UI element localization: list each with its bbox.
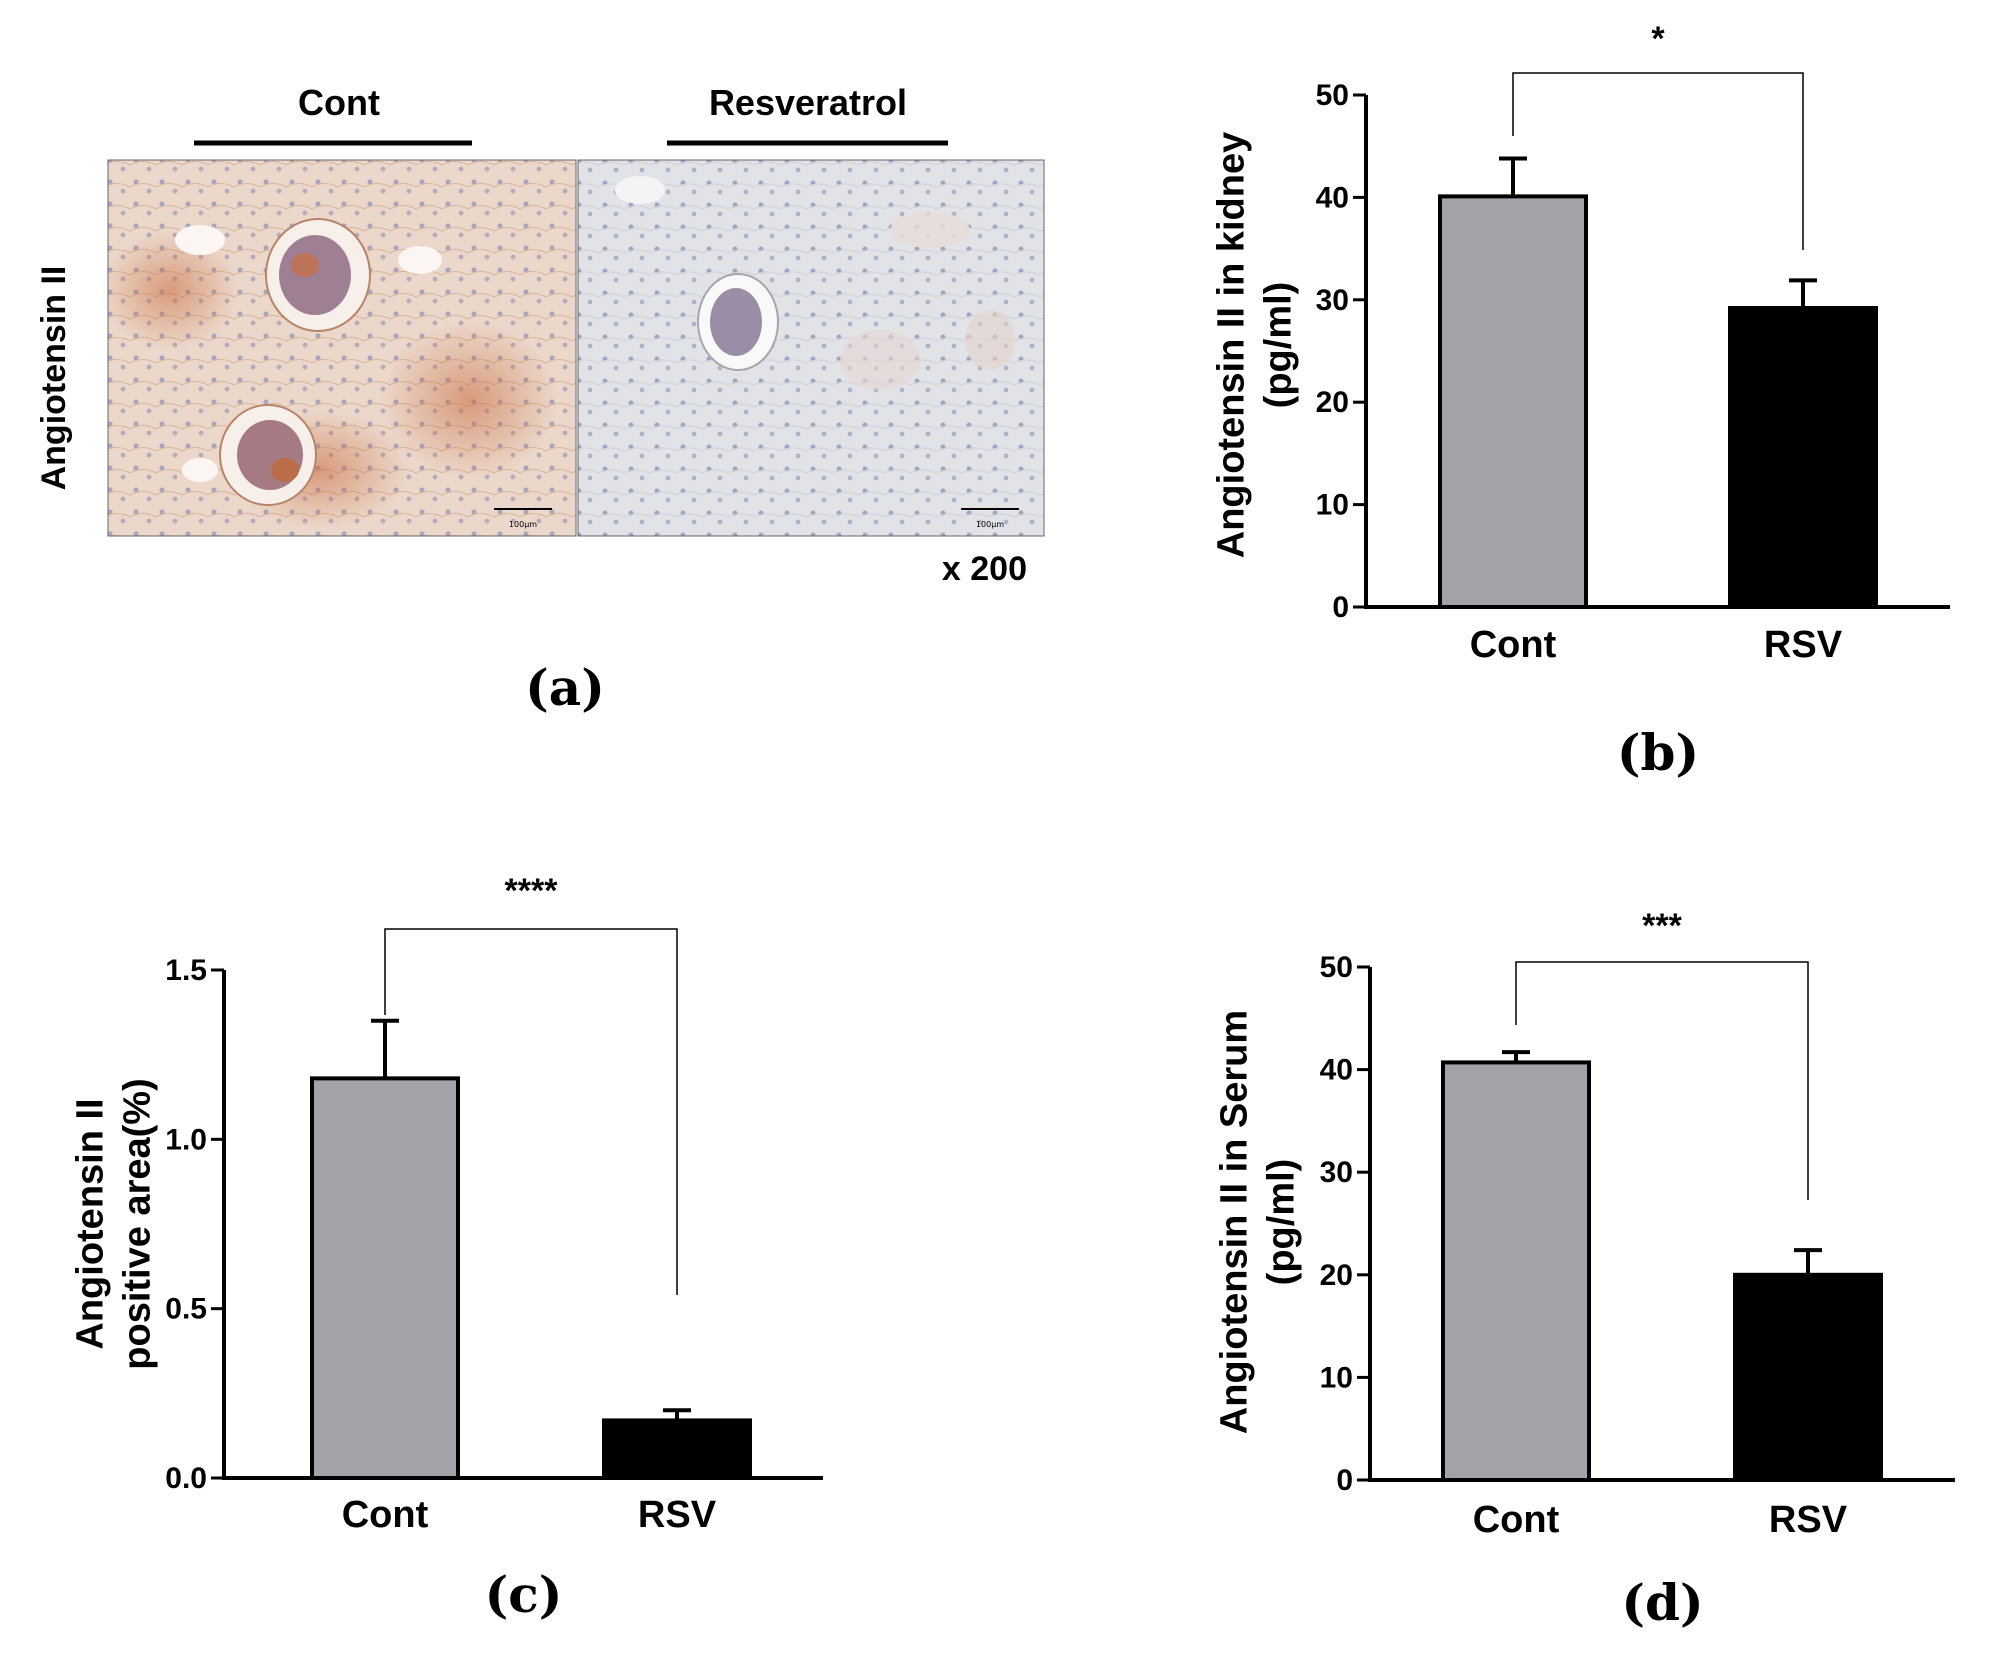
group-label-cont: Cont: [298, 82, 380, 123]
significance-stars: *: [1651, 20, 1665, 58]
panel-c-chart: Cont RSV 0.0 0.5 1.0 1.5 **** Angiotensin II pos…: [70, 872, 823, 1624]
y-tick-label: 40: [1316, 181, 1349, 214]
x-tick-label-rsv: RSV: [638, 1494, 717, 1536]
bar-cont: [1438, 194, 1588, 609]
panel-label-c: (c): [485, 1565, 563, 1624]
y-tick-label: 40: [1320, 1054, 1353, 1087]
y-axis-title-line-1: Angiotensin II in Serum: [1214, 1010, 1256, 1434]
y-tick-label: 0: [1336, 1464, 1353, 1497]
bar-rsv: [1728, 305, 1878, 609]
significance-bracket: [1515, 961, 1809, 1200]
y-tick-label: 1.5: [165, 954, 207, 987]
bar-cont: [310, 1076, 460, 1480]
panel-label-a: (a): [525, 658, 605, 717]
x-tick-label-cont: Cont: [1470, 624, 1557, 666]
row-label-angiotensin: Angiotensin II: [35, 266, 73, 491]
significance-stars: ***: [1642, 907, 1682, 945]
bar-rsv: [602, 1418, 752, 1480]
y-tick-label: 10: [1316, 489, 1349, 522]
y-tick-label: 50: [1316, 79, 1349, 112]
panel-d-chart: Cont RSV 0 10 20 30 40 50 *** Angiotensin II in S…: [1214, 907, 1955, 1632]
y-axis-title-line-2: positive area(%): [117, 1078, 159, 1369]
scale-bar-label-cont: 100μm: [509, 520, 537, 529]
panel-label-d: (d): [1621, 1573, 1703, 1632]
significance-bracket: [1512, 72, 1804, 250]
y-tick-label: 30: [1320, 1156, 1353, 1189]
y-axis-title-line-1: Angiotensin II: [70, 1098, 112, 1349]
panel-a: Cont Resveratrol Angiotensin II 100μm: [35, 82, 1045, 717]
y-tick-label: 10: [1320, 1361, 1353, 1394]
panel-label-b: (b): [1617, 723, 1699, 782]
significance-stars: ****: [505, 872, 559, 910]
x-tick-label-cont: Cont: [342, 1494, 429, 1536]
y-tick-label: 1.0: [165, 1123, 207, 1156]
x-tick-label-cont: Cont: [1473, 1499, 1560, 1541]
y-axis-title-line-2: (pg/ml): [1261, 1159, 1303, 1286]
scale-bar-label-resveratrol: 100μm: [976, 520, 1004, 529]
micrograph-cont: 100μm: [100, 159, 577, 537]
y-tick-label: 20: [1320, 1259, 1353, 1292]
micrograph-resveratrol: 100μm: [577, 159, 1045, 537]
y-tick-label: 0: [1332, 591, 1349, 624]
y-tick-label: 0.5: [165, 1293, 207, 1326]
y-tick-label: 30: [1316, 284, 1349, 317]
y-axis-title-line-1: Angiotensin II in kidney: [1211, 132, 1253, 558]
y-tick-label: 50: [1320, 951, 1353, 984]
x-tick-label-rsv: RSV: [1769, 1499, 1848, 1541]
bar-rsv: [1733, 1272, 1883, 1483]
y-axis-title-line-2: (pg/ml): [1258, 282, 1300, 409]
panel-b-chart: Cont RSV 0 10 20 30 40 50 * Angiotensin II in kid…: [1211, 20, 1950, 782]
y-tick-label: 0.0: [165, 1462, 207, 1495]
y-tick-label: 20: [1316, 386, 1349, 419]
x-tick-label-rsv: RSV: [1764, 624, 1843, 666]
group-label-resveratrol: Resveratrol: [709, 82, 907, 123]
bar-cont: [1441, 1060, 1591, 1482]
magnification-label: x 200: [942, 550, 1027, 588]
significance-bracket: [384, 928, 678, 1295]
